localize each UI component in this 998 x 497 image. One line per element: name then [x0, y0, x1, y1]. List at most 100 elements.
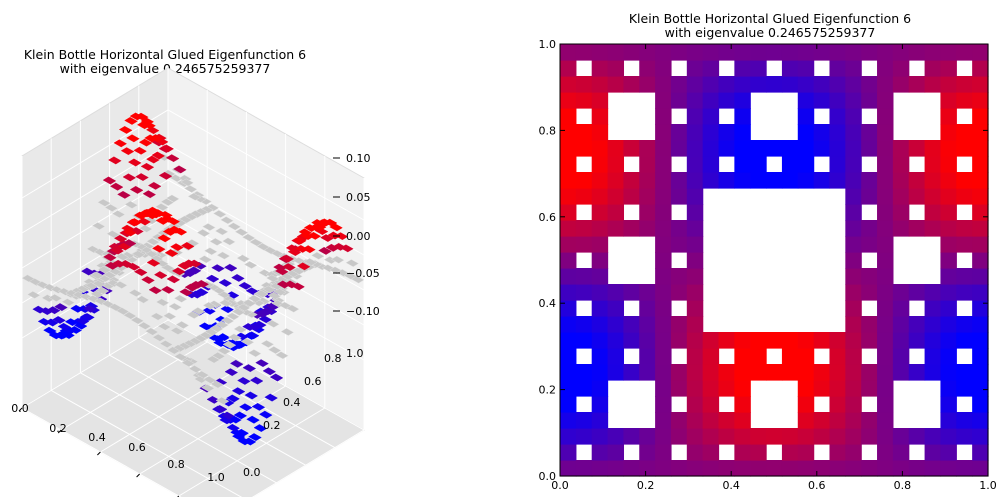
heatmap-cell: [877, 76, 894, 93]
surface-cell: [242, 323, 256, 331]
grid-line-z: [21, 109, 365, 221]
surface-cell: [230, 359, 244, 368]
heatmap-cell: [972, 44, 989, 61]
heatmap-cell: [781, 76, 799, 93]
heatmap-cell: [655, 236, 672, 253]
heatmap-cell: [591, 444, 609, 461]
heatmap-cell: [575, 92, 593, 109]
heatmap-cell: [702, 44, 720, 61]
surface-cell: [266, 319, 280, 328]
heatmap-cell: [845, 92, 862, 109]
surface-cell: [224, 263, 238, 272]
surface-cell: [291, 282, 305, 291]
surface-cell: [161, 285, 175, 294]
heatmap-cell: [639, 172, 656, 189]
heatmap-cell: [972, 460, 989, 477]
heatmap-cell: [924, 364, 942, 381]
heatmap-cell: [750, 332, 767, 349]
surface-cell: [146, 155, 160, 164]
heatmap-cell: [607, 284, 625, 301]
heatmap-cell: [560, 428, 577, 445]
heatmap-cell: [972, 188, 989, 205]
heatmap-cell: [560, 380, 577, 397]
heatmap-cell: [829, 412, 846, 429]
heatmap-cell: [560, 44, 577, 61]
surface-plot-title: Klein Bottle Horizontal Glued Eigenfunct…: [10, 48, 320, 76]
grid-line-y: [50, 138, 243, 497]
surface-cell: [126, 134, 140, 143]
heatmap-cell: [702, 396, 720, 413]
heatmap-cell: [607, 460, 625, 477]
heatmap-cell: [655, 396, 672, 413]
heatmap-cell: [845, 428, 862, 445]
heatmap-cell: [639, 316, 656, 333]
heatmap-cell: [734, 60, 751, 77]
heatmap-cell: [861, 236, 878, 253]
surface-cell: [111, 210, 126, 218]
heatmap-cell: [575, 428, 593, 445]
heatmap-cell: [560, 92, 577, 109]
heatmap-cell: [845, 236, 862, 253]
heatmap-cell: [686, 92, 704, 109]
surface-cell: [202, 306, 216, 315]
heatmap-cell: [956, 380, 973, 397]
surface-cell: [293, 236, 307, 245]
heatmap-cell: [797, 364, 815, 381]
heatmap-cell: [797, 60, 815, 77]
heatmap-cell: [908, 460, 926, 477]
y-tick-label: 0.8: [324, 352, 342, 365]
heatmap-cell: [845, 252, 862, 269]
surface-cell: [210, 324, 224, 333]
heatmap-cell: [655, 220, 672, 237]
heatmap-cell: [591, 364, 609, 381]
heatmap-cell: [591, 380, 609, 397]
surface-cell: [124, 200, 138, 209]
surface-cell: [175, 321, 190, 329]
heatmap-cell: [861, 92, 878, 109]
heatmap-cell: [924, 348, 942, 365]
surface-cell: [320, 234, 334, 242]
heatmap-title: Klein Bottle Horizontal Glued Eigenfunct…: [525, 12, 998, 40]
heatmap-cell: [639, 348, 656, 365]
heatmap-cell: [972, 412, 989, 429]
heatmap-cell: [972, 108, 989, 125]
heatmap-cell: [908, 76, 926, 93]
surface-cell: [249, 376, 264, 385]
heatmap-cell: [560, 108, 577, 125]
heatmap-cell: [686, 124, 704, 141]
heatmap-cell: [686, 268, 704, 285]
heatmap-cell: [845, 140, 862, 157]
heatmap-cell: [734, 44, 751, 61]
surface-cell: [74, 321, 88, 330]
heatmap-cell: [956, 236, 973, 253]
heatmap-cell: [797, 412, 815, 429]
heatmap-cell: [655, 188, 672, 205]
heatmap-cell: [607, 428, 625, 445]
heatmap-cell: [655, 140, 672, 157]
surface-cell: [192, 307, 206, 316]
heatmap-cell: [877, 220, 894, 237]
heatmap-cell: [560, 76, 577, 93]
surface-cell: [177, 262, 191, 270]
surface-cell: [245, 331, 260, 340]
surface-cell: [157, 322, 172, 331]
heatmap-cell: [718, 412, 735, 429]
heatmap-cell: [940, 188, 957, 205]
heatmap-cell: [702, 380, 720, 397]
heatmap-cell: [877, 316, 894, 333]
heatmap-cell: [829, 92, 846, 109]
heatmap-cell: [591, 108, 609, 125]
heatmap-cell: [750, 172, 767, 189]
heatmap-cells: [560, 44, 989, 477]
heatmap-cell: [877, 236, 894, 253]
surface-cell: [181, 242, 195, 250]
heatmap-cell: [702, 60, 720, 77]
surface-cell: [57, 322, 72, 331]
heatmap-cell: [718, 76, 735, 93]
heatmap-cell: [924, 172, 942, 189]
x-tick-label: 0.4: [88, 431, 106, 444]
heatmap-cell: [877, 412, 894, 429]
heatmap-cell: [797, 76, 815, 93]
heatmap-cell: [575, 460, 593, 477]
surface-cell: [231, 308, 246, 316]
